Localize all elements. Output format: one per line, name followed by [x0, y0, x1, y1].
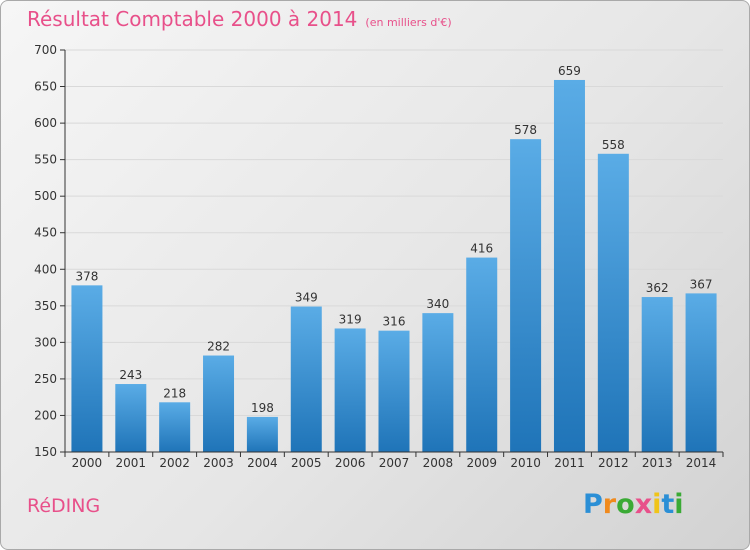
data-label: 319	[339, 312, 362, 326]
y-tick-label: 450	[34, 226, 57, 240]
bar	[378, 330, 410, 452]
x-tick-label: 2014	[686, 456, 717, 470]
x-tick-label: 2004	[247, 456, 278, 470]
x-tick-label: 2012	[598, 456, 629, 470]
data-label: 416	[470, 242, 493, 256]
y-tick-label: 500	[34, 189, 57, 203]
bar	[466, 257, 498, 452]
x-tick-label: 2008	[423, 456, 454, 470]
logo-letter: r	[602, 489, 617, 520]
bar	[597, 153, 629, 452]
data-label: 316	[383, 315, 406, 329]
chart-subtitle: (en milliers d'€)	[365, 16, 452, 29]
data-label: 378	[75, 269, 98, 283]
y-tick-label: 350	[34, 299, 57, 313]
x-tick-label: 2013	[642, 456, 673, 470]
data-label: 349	[295, 291, 318, 305]
x-tick-label: 2001	[116, 456, 147, 470]
logo-letter: o	[616, 489, 635, 520]
chart-title: Résultat Comptable 2000 à 2014 (en millie…	[27, 7, 452, 31]
chart-title-text: Résultat Comptable 2000 à 2014	[27, 7, 358, 31]
y-tick-label: 400	[34, 262, 57, 276]
y-tick-label: 150	[34, 445, 57, 459]
data-label: 198	[251, 401, 274, 415]
axes: 150 200 250 300 350 400 450 500 550 600 650 700 2000…	[34, 43, 724, 470]
y-tick-label: 650	[34, 80, 57, 94]
x-tick-label: 2007	[379, 456, 410, 470]
y-tick-label: 550	[34, 153, 57, 167]
bar	[553, 79, 585, 452]
data-label: 243	[119, 368, 142, 382]
data-label: 218	[163, 386, 186, 400]
bar	[115, 384, 147, 452]
x-tick-label: 2003	[203, 456, 234, 470]
x-tick-label: 2010	[510, 456, 541, 470]
logo-letter: i	[652, 489, 662, 520]
bars	[71, 79, 717, 453]
data-label: 362	[646, 281, 669, 295]
logo-letter: i	[674, 489, 684, 520]
place-name: RéDING	[27, 495, 101, 517]
logo-letter: t	[661, 489, 675, 520]
bar	[334, 328, 366, 452]
data-label: 659	[558, 64, 581, 78]
data-label: 282	[207, 340, 230, 354]
bar	[203, 355, 235, 452]
data-label: 558	[602, 138, 625, 152]
bar	[510, 139, 542, 453]
logo-letter: P	[583, 489, 603, 520]
bar	[685, 293, 717, 452]
logo-letter: x	[634, 489, 653, 520]
bar	[159, 402, 191, 452]
y-tick-label: 300	[34, 335, 57, 349]
data-label: 578	[514, 123, 537, 137]
x-tick-label: 2011	[554, 456, 585, 470]
x-tick-label: 2006	[335, 456, 366, 470]
proxiti-logo: Proxiti	[583, 489, 684, 520]
y-tick-label: 250	[34, 372, 57, 386]
x-tick-label: 2009	[466, 456, 497, 470]
x-tick-label: 2002	[159, 456, 190, 470]
bar	[422, 313, 454, 452]
y-tick-label: 700	[34, 43, 57, 57]
bar	[246, 416, 278, 452]
x-tick-label: 2000	[72, 456, 103, 470]
y-tick-label: 200	[34, 408, 57, 422]
bar	[71, 285, 103, 452]
y-tick-label: 600	[34, 116, 57, 130]
data-labels: 378 243 218 282 198 349 319 316 340 416 578 659 558 3…	[75, 64, 712, 415]
data-label: 340	[426, 297, 449, 311]
data-label: 367	[690, 277, 713, 291]
bar	[290, 306, 322, 452]
bar	[641, 297, 673, 452]
x-tick-label: 2005	[291, 456, 322, 470]
